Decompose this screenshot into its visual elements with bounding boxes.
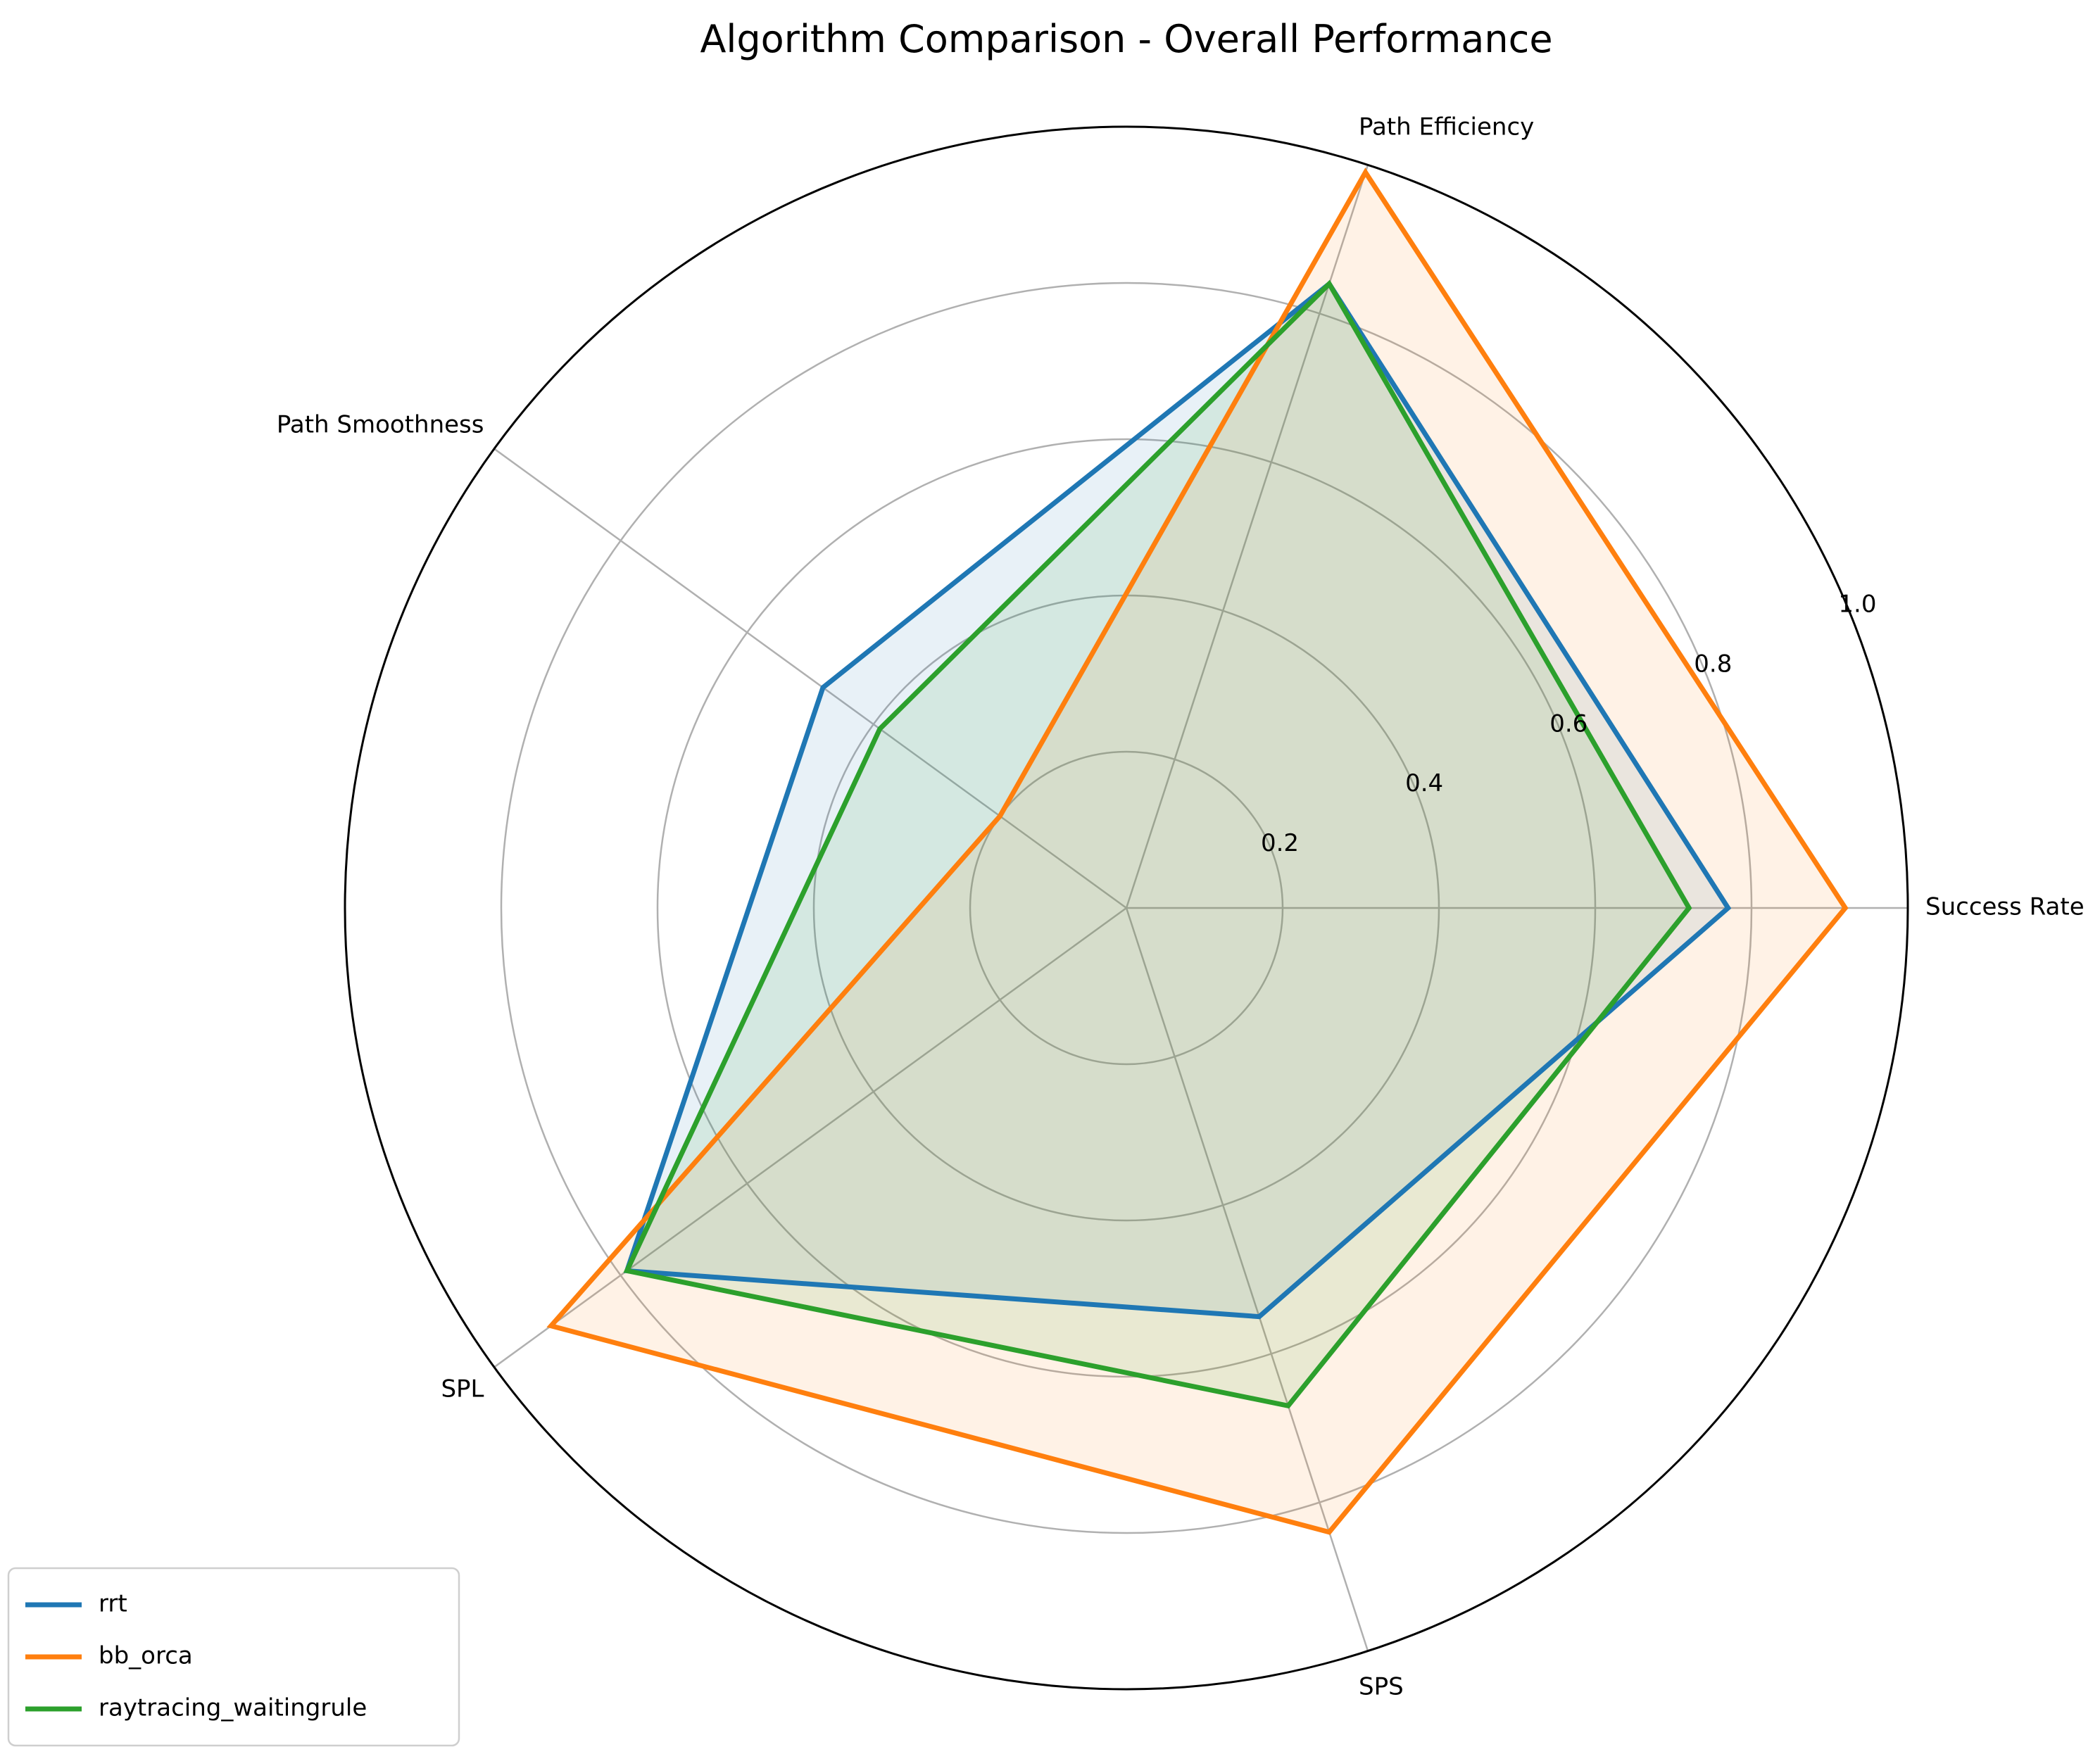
tick-label-3: 0.8 bbox=[1694, 650, 1732, 678]
series-layer bbox=[546, 168, 1849, 1535]
axis-label-0: Success Rate bbox=[1925, 893, 2085, 921]
tick-label-4: 1.0 bbox=[1838, 590, 1876, 618]
spoke-2 bbox=[493, 448, 1127, 909]
grid-layer bbox=[344, 125, 1909, 1691]
series-fill-rrt bbox=[627, 284, 1728, 1317]
axis-label-4: SPS bbox=[1359, 1672, 1404, 1701]
legend-box bbox=[7, 1567, 460, 1747]
legend-label-rrt: rrt bbox=[99, 1590, 127, 1618]
series-fill-bb_orca bbox=[551, 172, 1846, 1532]
series-line-rrt bbox=[623, 280, 1732, 1320]
chart-title: Algorithm Comparison - Overall Performan… bbox=[700, 17, 1552, 61]
legend-label-bb_orca: bb_orca bbox=[99, 1642, 193, 1670]
axis-label-3: SPL bbox=[441, 1375, 484, 1403]
legend-label-raytracing_waitingrule: raytracing_waitingrule bbox=[99, 1694, 367, 1722]
axis-label-2: Path Smoothness bbox=[277, 411, 484, 439]
tick-label-1: 0.4 bbox=[1405, 769, 1443, 797]
spoke-4 bbox=[1125, 907, 1369, 1652]
spoke-3 bbox=[493, 907, 1127, 1368]
series-line-bb_orca bbox=[546, 168, 1849, 1535]
tick-label-2: 0.6 bbox=[1549, 709, 1587, 738]
series-fill-raytracing_waitingrule bbox=[627, 284, 1690, 1406]
outer-ring bbox=[344, 125, 1909, 1691]
legend: rrt bb_orca raytracing_waitingrule bbox=[7, 1567, 460, 1747]
axis-label-1: Path Efficiency bbox=[1359, 113, 1534, 141]
tick-label-0: 0.2 bbox=[1261, 829, 1299, 857]
label-layer: 0.2 0.4 0.6 0.8 1.0 Success Rate Path Efficien… bbox=[277, 113, 2085, 1701]
series-line-raytracing_waitingrule bbox=[623, 279, 1692, 1409]
